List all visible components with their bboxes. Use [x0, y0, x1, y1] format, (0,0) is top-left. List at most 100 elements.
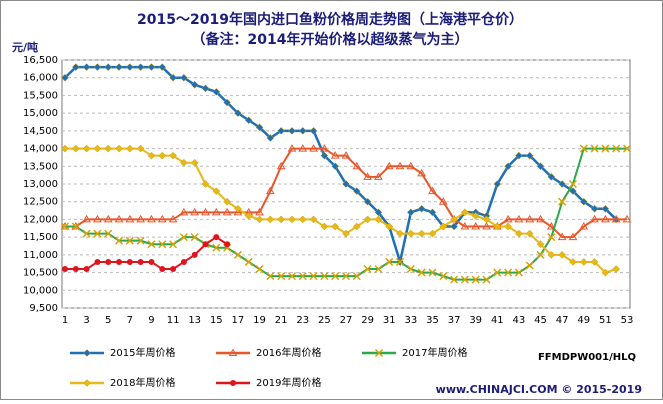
- marker: [428, 229, 437, 238]
- marker: [428, 268, 437, 277]
- marker: [536, 162, 545, 171]
- marker: [439, 222, 448, 231]
- marker: [504, 222, 512, 231]
- y-tick-label: 15,500: [23, 90, 58, 101]
- marker: [244, 212, 253, 220]
- marker: [590, 258, 599, 266]
- marker: [298, 215, 307, 224]
- marker: [504, 162, 512, 171]
- marker: [579, 144, 588, 153]
- marker: [71, 222, 80, 231]
- marker: [179, 233, 188, 242]
- marker: [352, 222, 361, 231]
- marker: [83, 266, 90, 273]
- marker: [94, 258, 101, 265]
- x-tick-label: 37: [448, 315, 461, 326]
- marker: [190, 158, 199, 167]
- marker: [536, 240, 545, 249]
- marker: [103, 214, 113, 223]
- marker: [385, 257, 394, 266]
- marker: [450, 275, 459, 284]
- marker: [169, 151, 177, 160]
- x-tick-label: 47: [556, 315, 569, 326]
- marker: [396, 229, 404, 238]
- marker: [461, 208, 469, 217]
- marker: [223, 197, 231, 206]
- marker: [298, 144, 308, 152]
- marker: [352, 161, 362, 170]
- marker: [601, 214, 610, 223]
- marker: [233, 250, 242, 259]
- marker: [363, 264, 372, 274]
- marker: [158, 151, 167, 160]
- marker: [180, 258, 187, 265]
- marker: [276, 161, 286, 170]
- chart-subtitle: （备注：2014年开始价格以超级蒸气为主）: [192, 31, 469, 48]
- x-tick-label: 19: [253, 315, 266, 326]
- marker: [266, 215, 275, 224]
- marker: [93, 63, 102, 71]
- marker: [612, 265, 621, 273]
- series-line: [65, 235, 228, 271]
- marker: [525, 229, 534, 238]
- marker: [460, 222, 470, 230]
- marker: [202, 241, 209, 248]
- marker: [622, 214, 632, 223]
- x-tick-label: 9: [148, 315, 154, 326]
- y-tick-label: 12,500: [23, 197, 58, 208]
- marker: [298, 127, 307, 135]
- marker: [115, 144, 123, 153]
- marker: [277, 127, 286, 135]
- legend-label: 2018年周价格: [110, 376, 175, 389]
- marker: [114, 214, 124, 223]
- marker: [277, 215, 286, 224]
- marker: [428, 208, 437, 217]
- marker: [601, 144, 610, 153]
- x-tick-label: 29: [361, 315, 374, 326]
- x-tick-label: 25: [318, 315, 331, 326]
- marker: [406, 208, 415, 217]
- marker: [374, 215, 383, 224]
- marker: [611, 214, 621, 223]
- marker: [568, 232, 578, 241]
- marker: [590, 144, 599, 153]
- marker: [320, 272, 329, 281]
- marker: [428, 186, 437, 195]
- marker: [601, 204, 610, 213]
- marker: [547, 173, 556, 181]
- marker: [622, 144, 632, 153]
- y-tick-label: 10,000: [23, 285, 58, 296]
- marker: [277, 272, 286, 281]
- marker: [309, 215, 318, 224]
- marker: [104, 229, 113, 238]
- marker: [330, 151, 340, 159]
- marker: [266, 134, 275, 142]
- marker: [385, 222, 394, 231]
- marker: [536, 214, 545, 223]
- x-tick-label: 51: [599, 315, 612, 326]
- marker: [71, 63, 80, 71]
- marker: [363, 172, 372, 180]
- legend-label: 2017年周价格: [402, 346, 467, 359]
- marker: [93, 144, 102, 153]
- y-tick-label: 16,500: [23, 55, 58, 66]
- marker: [579, 222, 589, 230]
- marker: [115, 63, 123, 71]
- x-tick-label: 49: [577, 315, 590, 326]
- y-tick-label: 16,000: [23, 73, 58, 84]
- marker: [169, 240, 178, 249]
- marker: [244, 116, 253, 125]
- marker: [417, 168, 427, 177]
- marker: [159, 266, 166, 273]
- marker: [233, 207, 243, 216]
- marker: [342, 229, 350, 238]
- marker: [536, 250, 545, 259]
- marker: [224, 241, 231, 248]
- y-tick-label: 11,000: [23, 250, 58, 261]
- marker: [406, 161, 416, 170]
- marker: [61, 73, 69, 82]
- marker: [105, 258, 112, 265]
- marker: [147, 214, 156, 223]
- legend-label: 2015年周价格: [110, 346, 175, 359]
- marker: [234, 109, 242, 117]
